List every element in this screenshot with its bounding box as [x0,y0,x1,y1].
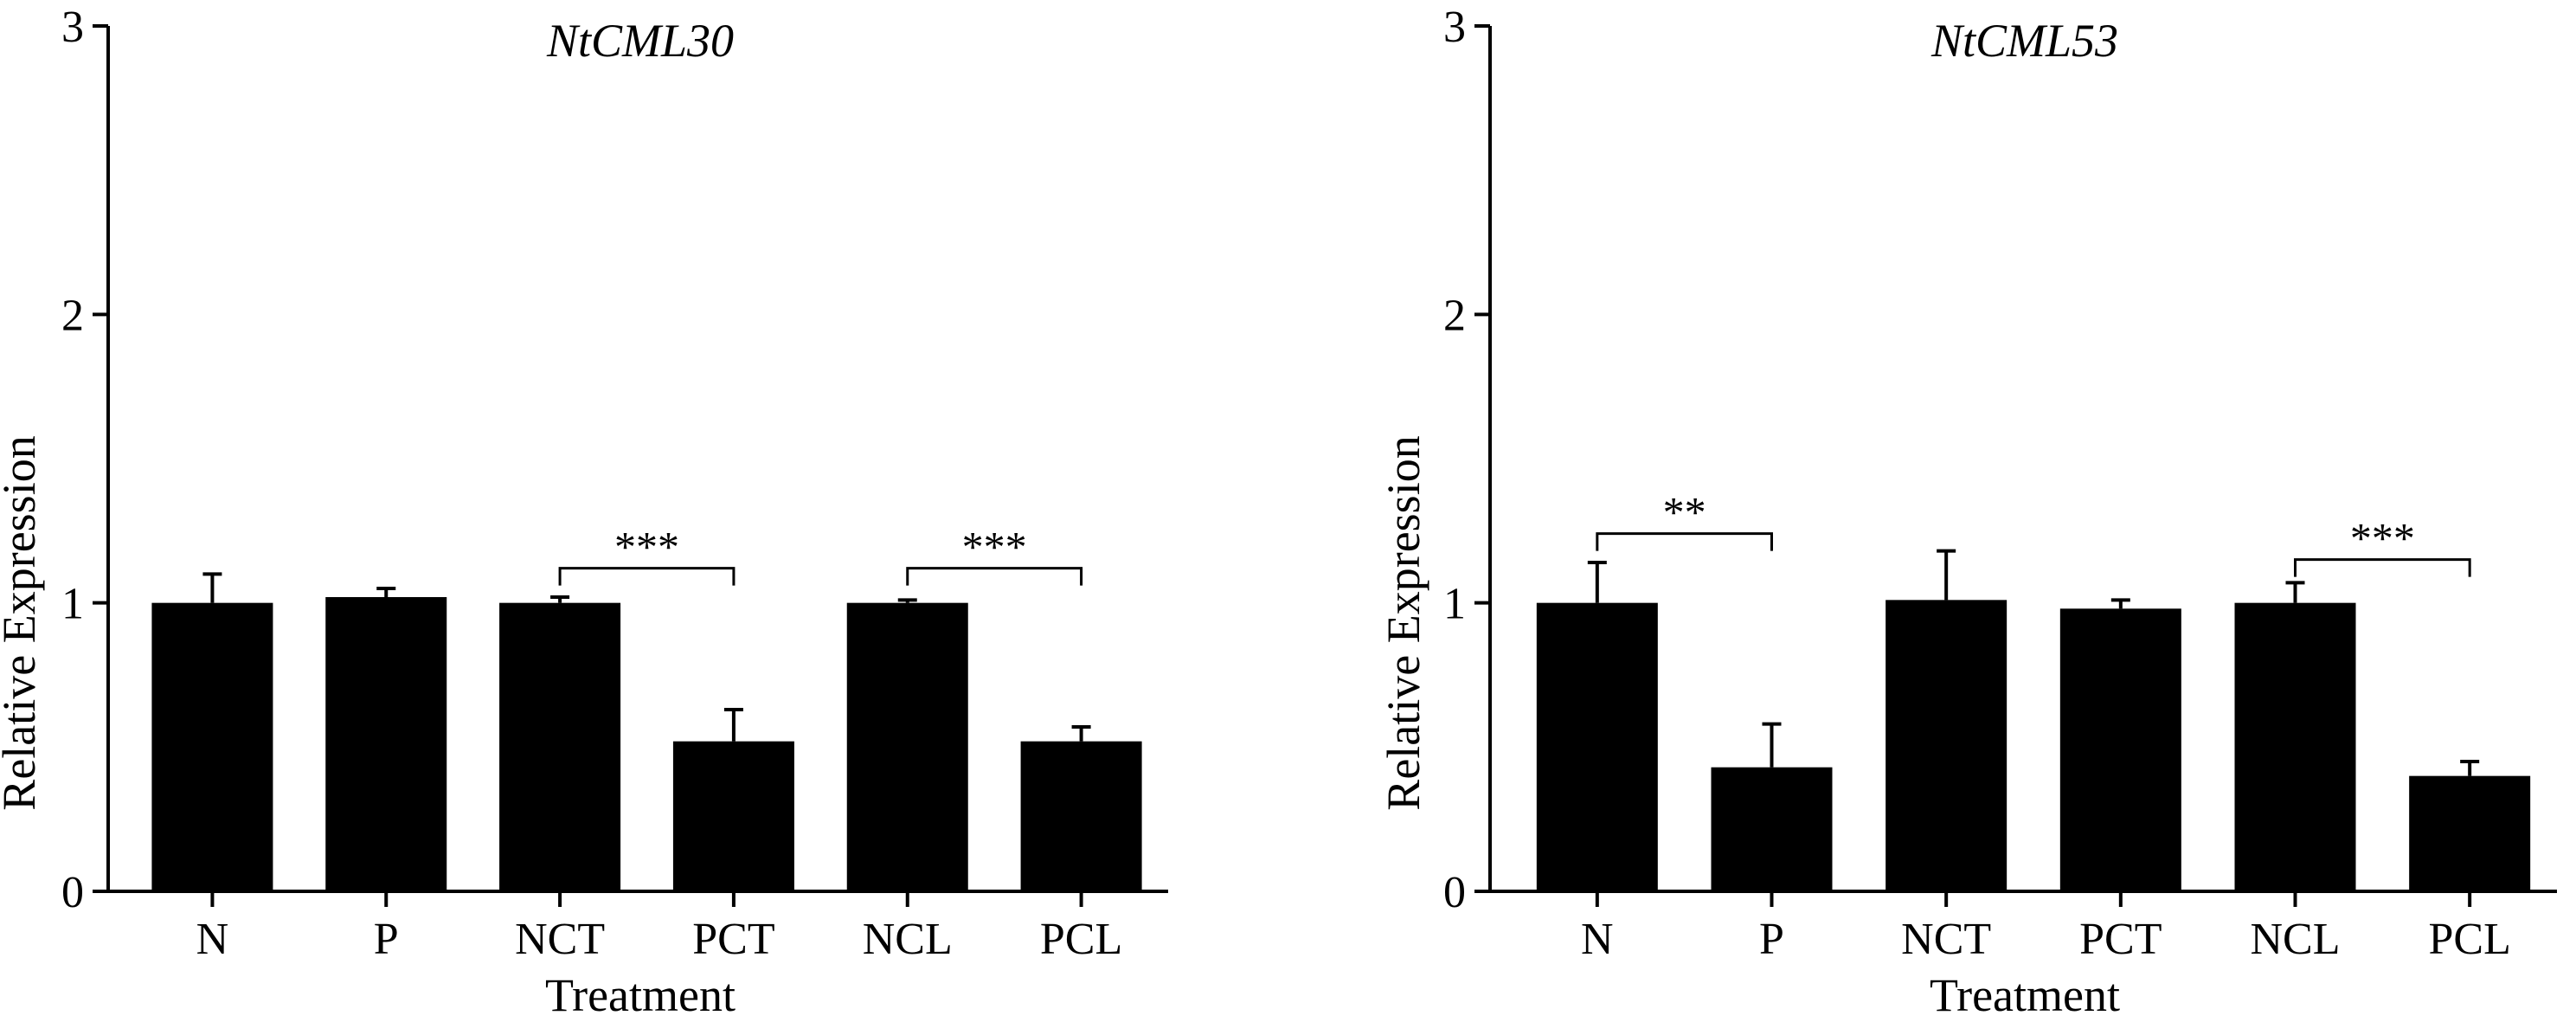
x-tick-label: PCT [692,915,774,964]
x-tick-label: P [1759,915,1784,964]
significance-label: *** [2350,514,2415,562]
x-tick-label: NCT [1901,915,1991,964]
y-tick-label: 0 [1443,868,1466,917]
x-axis-title: Treatment [1930,969,2120,1021]
bar-nct [499,602,621,891]
x-tick-label: PCL [1040,915,1122,964]
y-tick-label: 2 [1443,291,1466,340]
chart-marks: 0 1 2 3 N P NCT PCT NCL PCL *** *** [61,3,1168,964]
significance-label: *** [614,523,679,571]
bar-n [151,602,273,891]
bar-nct [1885,600,2007,891]
x-tick-label: N [1581,915,1614,964]
y-axis-title: Relative Expression [0,435,45,810]
x-tick-label: NCL [2251,915,2341,964]
y-tick-label: 2 [61,291,84,340]
bar-pcl [1020,741,1142,891]
significance-bracket [558,567,736,586]
bar-pcl [2409,775,2531,891]
bar-p [325,597,447,891]
bar-pct [672,741,794,891]
x-tick-label: N [196,915,229,964]
chart-title: NtCML53 [1930,15,2118,67]
significance-label: ** [1663,488,1706,537]
y-tick-label: 3 [61,3,84,52]
y-tick-label: 1 [61,580,84,629]
x-tick-label: NCL [863,915,953,964]
y-tick-label: 1 [1443,580,1466,629]
bar-n [1536,602,1658,891]
bar-ncl [846,602,968,891]
y-axis-title: Relative Expression [1378,435,1429,810]
chart-title: NtCML30 [546,15,734,67]
significance-bracket [2294,558,2471,577]
x-tick-label: PCT [2079,915,2162,964]
x-tick-label: PCL [2428,915,2510,964]
bar-ncl [2234,602,2356,891]
significance-label: *** [962,523,1027,571]
y-tick-label: 0 [61,868,84,917]
significance-bracket [906,567,1083,586]
chart-panel-ntcml30: NtCML30 Relative Expression Treatment 0 1… [0,3,1168,1021]
x-tick-label: NCT [515,915,605,964]
bar-pct [2059,608,2181,891]
x-axis-title: Treatment [545,969,736,1021]
x-tick-label: P [374,915,399,964]
bar-p [1711,767,1833,891]
chart-panel-ntcml53: NtCML53 Relative Expression Treatment 0 1… [1378,3,2557,1021]
y-tick-label: 3 [1443,3,1466,52]
significance-bracket [1596,532,1773,551]
